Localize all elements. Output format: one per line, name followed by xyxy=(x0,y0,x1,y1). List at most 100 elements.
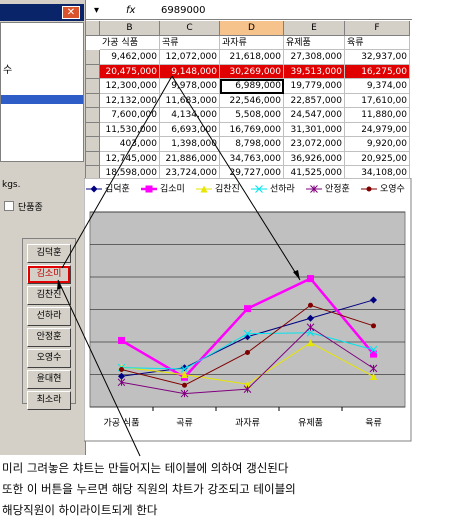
cell: 23,072,000 xyxy=(284,137,345,152)
cell: 21,618,000 xyxy=(220,50,284,65)
button[interactable]: 윤대현 xyxy=(27,370,71,389)
caption-line: 해당직원이 하이라이트되게 한다 xyxy=(2,503,158,517)
marker xyxy=(370,296,377,304)
cell: 403,000 xyxy=(100,137,160,152)
cell: 6,989,000 xyxy=(220,79,284,94)
marker xyxy=(180,389,189,398)
column-header: B xyxy=(100,21,160,36)
x-tick-label: 육류 xyxy=(365,418,382,429)
cell: 12,300,000 xyxy=(100,79,160,94)
header-cell: 과자류 xyxy=(220,35,284,50)
button[interactable]: 김소미 xyxy=(27,265,71,284)
cell: 12,132,000 xyxy=(100,93,160,108)
cell: 12,745,000 xyxy=(100,151,160,166)
row-header xyxy=(86,108,100,123)
row-header xyxy=(86,50,100,65)
header-cell: 육류 xyxy=(345,35,410,50)
marker xyxy=(119,367,124,373)
cell: 34,763,000 xyxy=(220,151,284,166)
cell: 19,779,000 xyxy=(284,79,345,94)
close-button[interactable]: ✕ xyxy=(62,6,80,19)
marker xyxy=(243,329,252,338)
cell: 9,148,000 xyxy=(160,64,220,79)
cell: 27,308,000 xyxy=(284,50,345,65)
marker xyxy=(181,364,188,372)
marker xyxy=(118,336,125,344)
cell: 9,462,000 xyxy=(100,50,160,65)
marker xyxy=(244,305,251,313)
marker xyxy=(306,328,315,337)
cell: 22,546,000 xyxy=(220,93,284,108)
checkbox-label: 단품종 xyxy=(18,203,43,213)
cell: 12,072,000 xyxy=(160,50,220,65)
cell: 11,880,00 xyxy=(345,108,410,123)
x-tick-label: 곡류 xyxy=(176,418,193,429)
cell: 11,530,000 xyxy=(100,122,160,137)
cell: 30,269,000 xyxy=(220,64,284,79)
row-header xyxy=(86,79,100,94)
dropdown[interactable]: ▾ xyxy=(94,5,100,16)
marker xyxy=(307,339,314,347)
chart: 가공 식품 곡류 과자류 유제품 육류 김덕훈 김소미 김찬진 선하라 안정훈 오영수 xyxy=(84,178,412,442)
cell: 4,134,000 xyxy=(160,108,220,123)
cell: 32,937,00 xyxy=(345,50,410,65)
header-cell: 유제품 xyxy=(284,35,345,50)
cell: 9,374,00 xyxy=(345,79,410,94)
x-tick-label: 과자류 xyxy=(235,418,260,429)
marker xyxy=(370,373,377,381)
button[interactable]: 오영수 xyxy=(27,349,71,368)
marker xyxy=(245,350,250,356)
button[interactable]: 최소라 xyxy=(27,391,71,410)
column-header: D xyxy=(220,21,284,36)
row-header xyxy=(86,64,100,79)
cell: 16,769,000 xyxy=(220,122,284,137)
column-header: C xyxy=(160,21,220,36)
cell: 7,600,000 xyxy=(100,108,160,123)
cell: 21,886,000 xyxy=(160,151,220,166)
header-cell: 가공 식품 xyxy=(100,35,160,50)
list: 수 xyxy=(0,22,84,162)
row-header xyxy=(86,122,100,137)
caption-line: 미리 그려놓은 챠트는 만들어지는 테이블에 의하여 갱신된다 xyxy=(2,461,289,475)
button[interactable]: 안정훈 xyxy=(27,328,71,347)
legend-label: 오영수 xyxy=(380,184,405,195)
marker xyxy=(370,350,377,358)
button[interactable]: 김찬진 xyxy=(27,286,71,305)
selection xyxy=(1,95,83,104)
button[interactable]: 선하라 xyxy=(27,307,71,326)
cell: 16,275,00 xyxy=(345,64,410,79)
marker xyxy=(181,371,188,379)
marker xyxy=(307,314,314,322)
cell: 39,513,000 xyxy=(284,64,345,79)
marker xyxy=(307,275,314,283)
marker xyxy=(308,302,313,308)
marker xyxy=(371,323,376,329)
formula-bar: ▾ fx 6989000 xyxy=(86,4,412,20)
cell: 31,301,000 xyxy=(284,122,345,137)
legend-marker xyxy=(310,185,318,193)
label: kgs. xyxy=(2,180,21,190)
row-header xyxy=(86,137,100,152)
marker xyxy=(182,382,187,388)
marker xyxy=(369,364,378,373)
marker xyxy=(369,345,378,354)
marker xyxy=(180,365,189,373)
column-header: E xyxy=(284,21,345,36)
legend-marker xyxy=(366,186,372,192)
marker xyxy=(243,385,252,393)
caption: 미리 그려놓은 챠트는 만들어지는 테이블에 의하여 갱신된다 또한 이 버튼을… xyxy=(2,458,452,521)
checkbox[interactable] xyxy=(4,201,14,211)
cell: 6,693,000 xyxy=(160,122,220,137)
title-bar: ✕ xyxy=(0,4,84,21)
x-tick-label: 가공 식품 xyxy=(104,418,140,429)
x-tick-label: 유제품 xyxy=(298,418,323,429)
legend-label: 김덕훈 xyxy=(105,183,130,195)
cell: 9,920,00 xyxy=(345,137,410,152)
button[interactable]: 김덕훈 xyxy=(27,244,71,263)
sheet: B C D E F 가공 식품 곡류 과자류 유제품 육류 9,462,000 12,072,000 2… xyxy=(86,21,412,181)
row-header xyxy=(86,151,100,166)
cell: 20,925,00 xyxy=(345,151,410,166)
cell: 5,508,000 xyxy=(220,108,284,123)
cell: 36,926,000 xyxy=(284,151,345,166)
